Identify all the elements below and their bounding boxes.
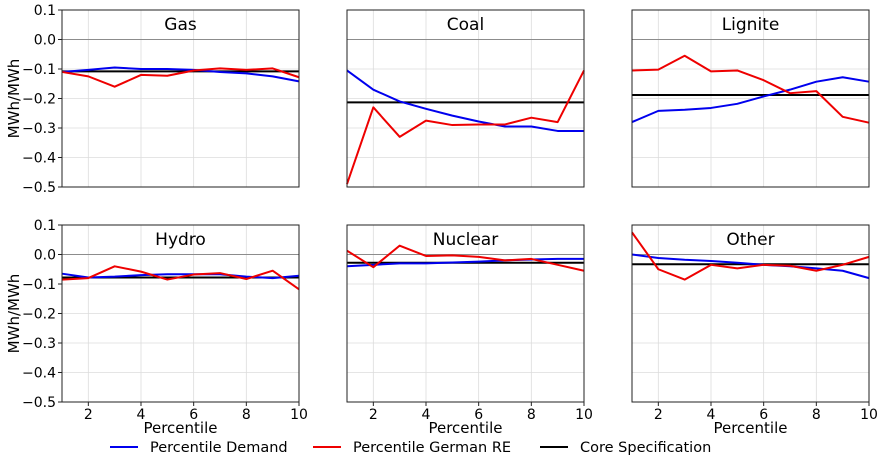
panel-title: Coal [447, 15, 484, 35]
x-tick-label: 10 [290, 407, 308, 423]
panel-nuclear: Nuclear 2 4 6 8 10 Percentile [346, 224, 593, 437]
percentile-demand-line [346, 257, 584, 268]
legend-label: Core Specification [580, 440, 711, 456]
percentile-demand-line [346, 69, 584, 132]
x-tick-label: 8 [812, 407, 821, 423]
x-tick-label: 2 [84, 407, 93, 423]
percentile-german-re-line [346, 70, 585, 185]
x-axis-label: Percentile [428, 419, 502, 437]
percentile-german-re-line [631, 54, 870, 124]
y-tick-label: −0.1 [22, 277, 56, 293]
y-tick-label: −0.2 [22, 92, 56, 108]
panel-frame [631, 224, 870, 403]
y-axis-label: MWh/MWh [5, 274, 23, 354]
y-tick-label: −0.5 [22, 395, 56, 411]
x-tick-label: 10 [860, 407, 878, 423]
x-axis-label: Percentile [713, 419, 787, 437]
legend-label: Percentile Demand [150, 440, 288, 456]
x-tick-label: 10 [575, 407, 593, 423]
y-tick-label: 0.0 [34, 248, 56, 264]
percentile-german-re-line [346, 244, 585, 272]
x-tick-label: 2 [369, 407, 378, 423]
y-tick-label: −0.1 [22, 62, 56, 78]
x-tick-label: 6 [189, 407, 198, 423]
x-tick-label: 4 [422, 407, 431, 423]
y-tick-label: −0.5 [22, 180, 56, 196]
y-axis-label: MWh/MWh [5, 59, 23, 139]
y-tick-label: −0.3 [22, 121, 56, 137]
y-tick-label: −0.2 [22, 307, 56, 323]
y-tick-label: −0.3 [22, 336, 56, 352]
x-tick-label: 4 [137, 407, 146, 423]
x-axis-label: Percentile [143, 419, 217, 437]
x-tick-label: 8 [242, 407, 251, 423]
percentile-demand-line [61, 272, 300, 280]
panel-coal: Coal [346, 9, 585, 188]
percentile-german-re-line [631, 231, 870, 281]
percentile-german-re-line [61, 67, 300, 88]
panel-title: Lignite [722, 15, 780, 35]
panel-title: Nuclear [433, 230, 498, 250]
panel-frame [631, 9, 870, 188]
panel-title: Gas [164, 15, 197, 35]
y-tick-label: −0.4 [22, 151, 56, 167]
percentile-demand-line [631, 253, 870, 280]
percentile-german-re-line [61, 265, 300, 291]
y-tick-label: −0.4 [22, 366, 56, 382]
legend-label: Percentile German RE [353, 440, 511, 456]
panel-title: Hydro [155, 230, 206, 250]
panel-hydro: Hydro 0.1 0.0 −0.1 −0.2 −0.3 −0.4 −0.5 MWh/MWh 2 4… [5, 218, 308, 437]
x-tick-label: 6 [474, 407, 483, 423]
x-tick-label: 6 [759, 407, 768, 423]
percentile-demand-line [61, 66, 300, 83]
y-tick-label: 0.0 [34, 33, 56, 49]
legend: Percentile Demand Percentile German RE Cor… [110, 440, 711, 456]
percentile-demand-line [631, 76, 870, 124]
panel-other: Other 2 4 6 8 10 Percentile [631, 224, 878, 437]
panel-frame [346, 9, 585, 188]
panel-gas: Gas 0.1 0.0 −0.1 −0.2 −0.3 −0.4 −0.5 MWh/MWh [5, 3, 300, 196]
x-tick-label: 2 [654, 407, 663, 423]
panel-lignite: Lignite [631, 9, 870, 188]
panel-frame [346, 224, 585, 403]
y-tick-label: 0.1 [34, 218, 56, 234]
x-tick-label: 4 [707, 407, 716, 423]
y-tick-label: 0.1 [34, 3, 56, 19]
panel-title: Other [726, 230, 774, 250]
x-tick-label: 8 [527, 407, 536, 423]
